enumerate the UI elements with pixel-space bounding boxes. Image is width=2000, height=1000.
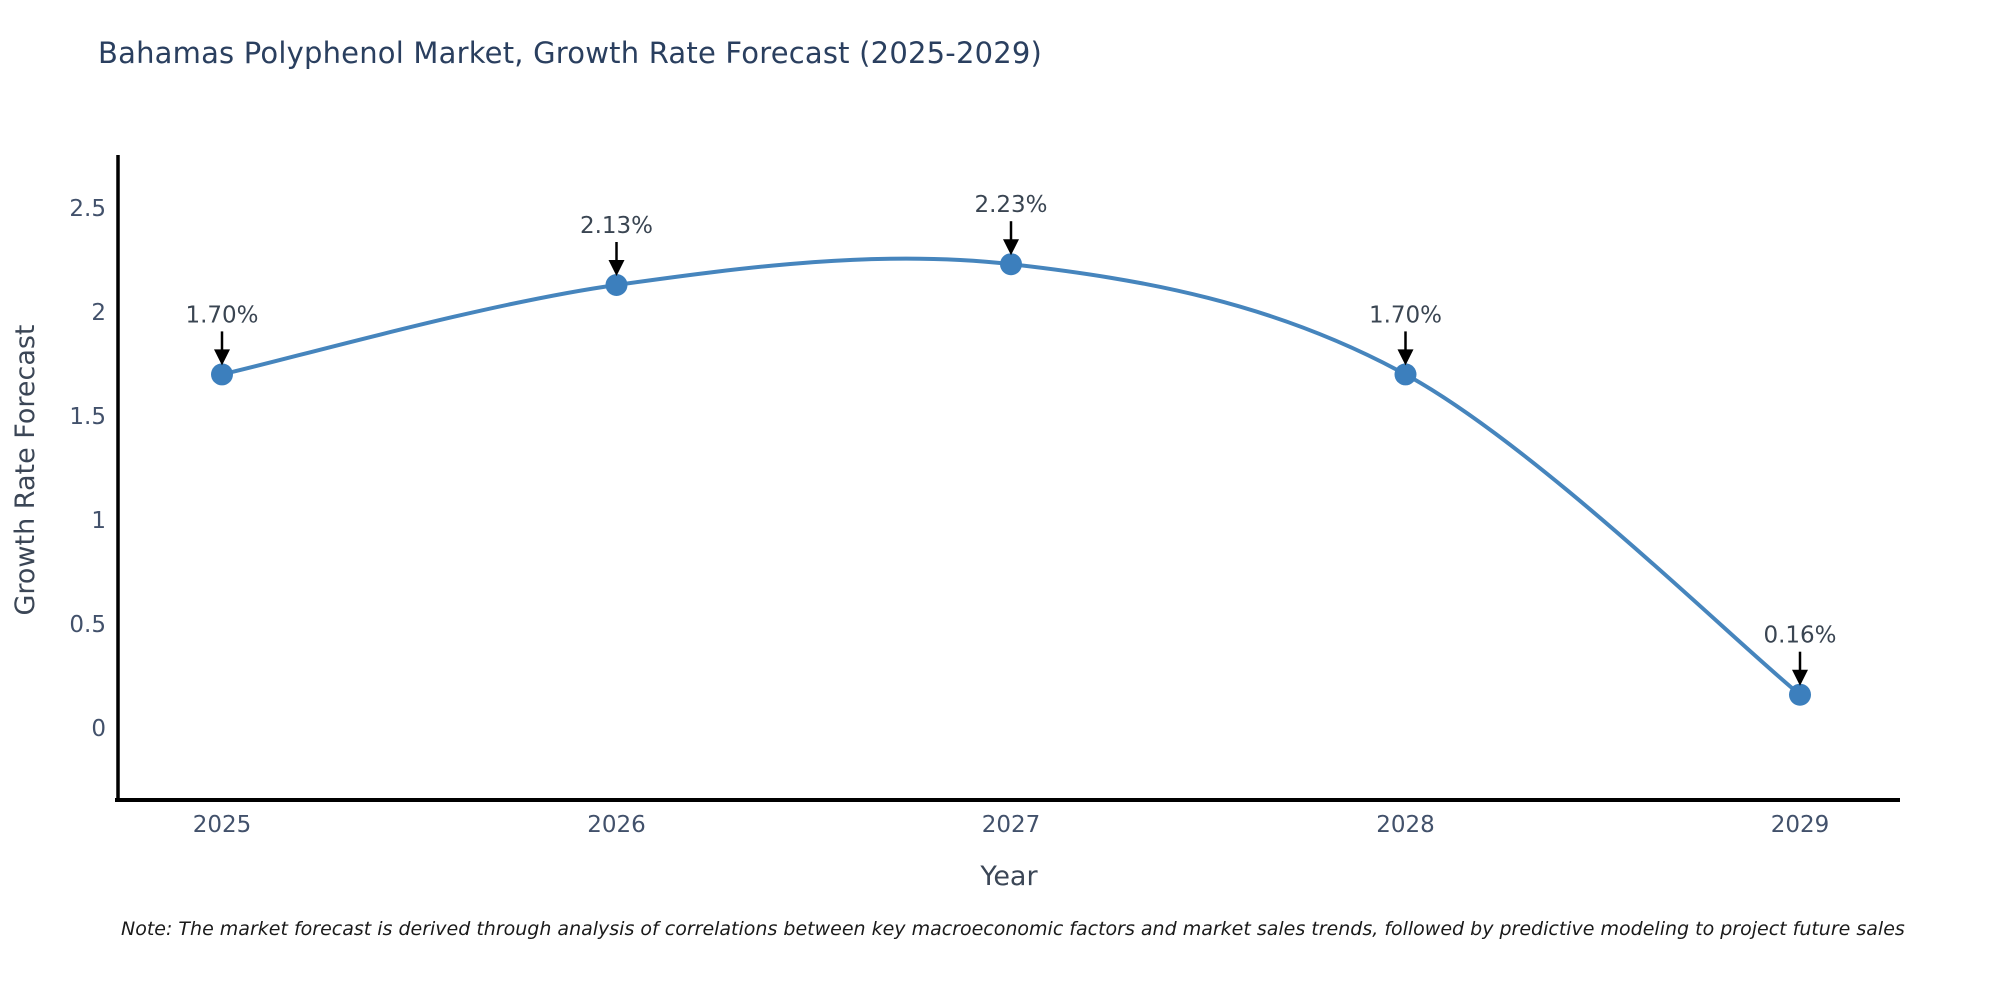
- data-point-label: 1.70%: [185, 302, 258, 328]
- data-point-marker: [211, 363, 233, 386]
- data-point-marker: [1789, 683, 1811, 706]
- data-point-label: 2.23%: [974, 192, 1047, 218]
- x-tick-label: 2029: [1771, 812, 1830, 838]
- x-axis-title: Year: [979, 861, 1038, 892]
- annotation-arrowhead-icon: [214, 349, 230, 366]
- x-tick-label: 2028: [1376, 812, 1435, 838]
- x-tick-label: 2026: [587, 812, 646, 838]
- forecast-line: [220, 256, 1802, 697]
- data-point-marker: [1000, 253, 1022, 276]
- y-tick-label: 2.5: [69, 196, 106, 222]
- y-axis-title: Growth Rate Forecast: [10, 324, 41, 615]
- data-point-marker: [1394, 363, 1417, 386]
- data-point-label: 2.13%: [580, 213, 653, 239]
- chart-footnote: Note: The market forecast is derived thr…: [121, 918, 1905, 940]
- data-point-label: 0.16%: [1763, 623, 1836, 649]
- annotation-arrowhead-icon: [1397, 349, 1414, 366]
- chart-title: Bahamas Polyphenol Market, Growth Rate F…: [98, 36, 1043, 70]
- y-tick-label: 2: [91, 300, 106, 326]
- data-point-label: 1.70%: [1369, 302, 1442, 328]
- x-tick-label: 2025: [193, 812, 252, 838]
- x-tick-label: 2027: [982, 812, 1041, 838]
- y-tick-label: 1.5: [69, 404, 106, 430]
- y-tick-label: 0: [91, 716, 106, 742]
- annotation-arrowhead-icon: [1003, 239, 1019, 256]
- y-tick-label: 0.5: [69, 612, 106, 638]
- data-point-marker: [605, 274, 628, 296]
- y-tick-label: 1: [91, 508, 106, 534]
- annotation-arrowhead-icon: [608, 260, 625, 276]
- annotation-arrowhead-icon: [1792, 669, 1808, 686]
